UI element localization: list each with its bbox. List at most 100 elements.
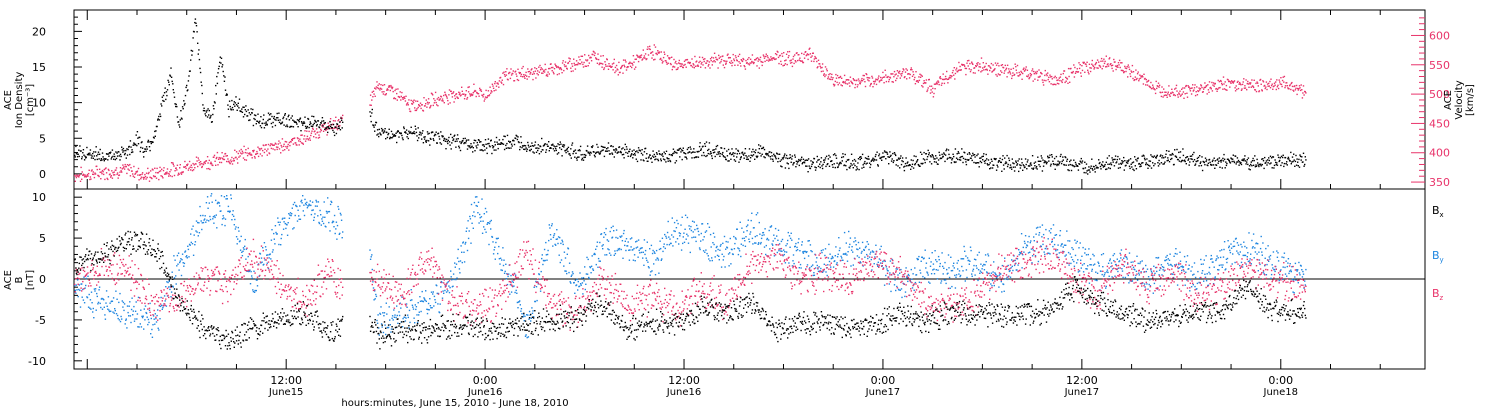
- x-tick-label-time: 12:00: [668, 374, 700, 387]
- density-series-point: [333, 134, 336, 137]
- density-series-point: [1056, 163, 1059, 165]
- velocity-series-point: [1238, 83, 1240, 85]
- velocity-series-point: [1229, 81, 1232, 83]
- velocity-series-point: [1047, 72, 1049, 74]
- velocity-series-point: [380, 88, 383, 90]
- density-series-point: [784, 153, 786, 155]
- velocity-series-point: [644, 53, 647, 55]
- velocity-series-point: [123, 168, 126, 170]
- density-series-point: [222, 70, 224, 73]
- velocity-series-point: [748, 57, 750, 59]
- velocity-series-point: [1189, 90, 1192, 92]
- by-series-point: [112, 311, 114, 313]
- density-series-point: [594, 156, 596, 158]
- density-series-point: [266, 124, 268, 126]
- velocity-series-point: [1047, 78, 1049, 81]
- density-series-point: [1022, 169, 1024, 171]
- by-series-point: [393, 309, 395, 311]
- by-series-point: [289, 214, 291, 216]
- density-series-point: [302, 124, 304, 126]
- density-series-point: [711, 155, 713, 157]
- by-series-point: [190, 233, 192, 235]
- density-series-point: [409, 132, 411, 134]
- velocity-series-point: [463, 98, 466, 100]
- velocity-series-point: [990, 62, 993, 65]
- density-series-point: [451, 142, 453, 144]
- velocity-series-point: [1139, 77, 1142, 79]
- velocity-series-point: [826, 70, 828, 72]
- by-series-point: [194, 241, 197, 243]
- by-series-point: [390, 331, 392, 333]
- velocity-series-point: [1126, 66, 1128, 68]
- density-series-point: [1008, 157, 1010, 159]
- by-series-point: [133, 320, 136, 322]
- by-series-point: [258, 275, 260, 277]
- density-series-point: [1166, 160, 1168, 162]
- density-series-point: [123, 153, 126, 156]
- by-series-point: [241, 251, 243, 253]
- velocity-series-point: [518, 71, 520, 74]
- density-series-point: [604, 146, 606, 149]
- density-series-point: [715, 145, 718, 148]
- density-series-point: [1292, 160, 1294, 163]
- by-series-point: [469, 218, 472, 220]
- by-series-point: [75, 284, 78, 286]
- velocity-series-point: [74, 180, 76, 182]
- velocity-series-point: [989, 66, 991, 68]
- density-series-point: [1016, 163, 1019, 165]
- density-series-point: [470, 146, 473, 148]
- by-series-point: [198, 222, 200, 224]
- velocity-series-point: [759, 56, 762, 59]
- density-series-point: [704, 143, 706, 145]
- velocity-series-point: [1186, 96, 1189, 98]
- density-series-point: [244, 109, 246, 111]
- density-series-point: [907, 161, 909, 163]
- density-series-point: [843, 164, 846, 166]
- density-series-point: [1033, 167, 1035, 169]
- velocity-series-point: [1178, 93, 1181, 95]
- density-series-point: [887, 156, 889, 158]
- velocity-series-point: [614, 71, 616, 74]
- velocity-series-point: [494, 81, 496, 83]
- density-series-point: [566, 149, 568, 151]
- velocity-series-point: [625, 69, 628, 71]
- velocity-series-point: [306, 135, 309, 138]
- velocity-series-point: [90, 170, 93, 172]
- velocity-series-point: [126, 164, 129, 166]
- density-series-point: [1251, 165, 1253, 167]
- density-series-point: [758, 144, 760, 146]
- velocity-series-point: [853, 79, 856, 82]
- velocity-series-point: [671, 68, 673, 71]
- density-series-point: [1221, 159, 1223, 161]
- by-series-point: [234, 218, 236, 221]
- density-series-point: [442, 135, 444, 137]
- density-series-point: [135, 134, 137, 136]
- velocity-series-point: [390, 84, 392, 87]
- by-series-point: [369, 258, 372, 260]
- density-series-point: [808, 165, 810, 167]
- density-series-point: [1046, 161, 1048, 164]
- velocity-series-point: [307, 139, 310, 141]
- density-series-point: [845, 165, 847, 167]
- by-series-point: [239, 249, 242, 251]
- density-series-point: [958, 152, 960, 154]
- velocity-series-point: [944, 78, 946, 80]
- velocity-series-point: [912, 73, 915, 76]
- density-series-point: [803, 162, 806, 164]
- by-series-point: [143, 328, 145, 330]
- density-series-point: [928, 153, 930, 156]
- velocity-series-point: [1299, 87, 1301, 89]
- velocity-series-point: [1258, 90, 1260, 93]
- density-series-point: [993, 164, 995, 166]
- density-series-point: [1271, 167, 1273, 169]
- density-series-point: [1012, 162, 1014, 164]
- by-series-point: [261, 261, 263, 263]
- density-series-point: [227, 108, 230, 110]
- by-series-point: [434, 299, 436, 301]
- density-series-point: [1283, 165, 1285, 168]
- density-series-point: [494, 144, 496, 146]
- velocity-series-point: [1016, 64, 1019, 67]
- density-series-point: [444, 140, 447, 142]
- by-series-point: [134, 310, 137, 312]
- velocity-series-point: [553, 73, 555, 75]
